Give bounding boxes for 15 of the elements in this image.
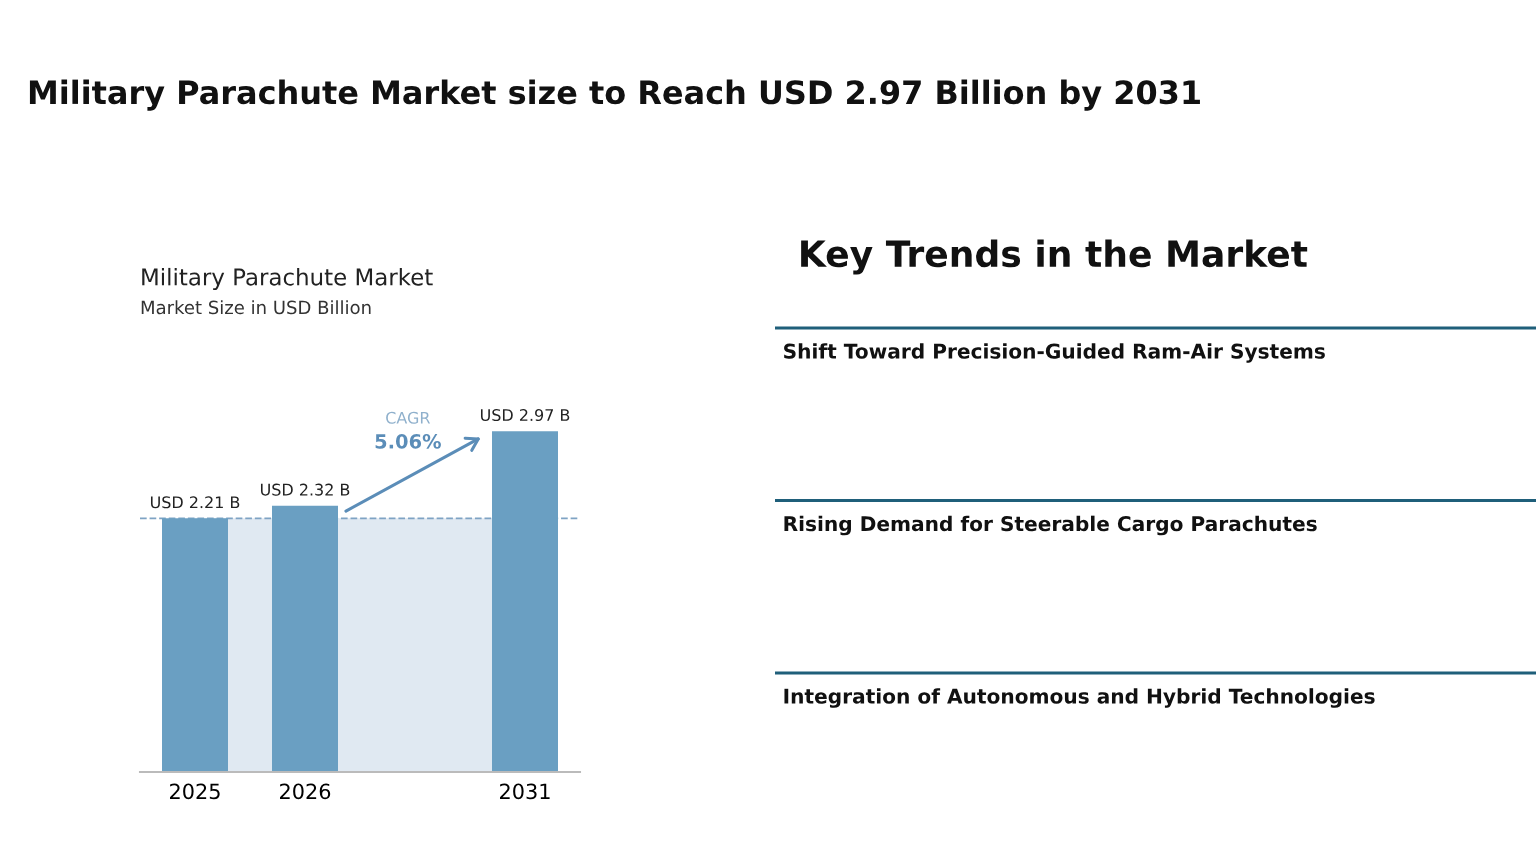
x-tick-label: 2025 (170, 783, 220, 800)
text: Key Trends in the Market (801, 239, 1308, 275)
data-label: USD 2.21 B (150, 496, 240, 509)
annotation: 5.06% (375, 433, 441, 449)
data-label: USD 2.97 B (480, 409, 570, 422)
text: Military Parachute Market size to Reach USD 2.97 Billion by 2031 (29, 79, 1200, 111)
data-label: USD 2.32 B (260, 483, 350, 496)
chart-subtitle: Market Size in USD Billion (141, 300, 371, 315)
text: CAGR (386, 411, 431, 424)
text: Rising Demand for Steerable Cargo Parachutes (784, 515, 1317, 536)
text: Integration of Autonomous and Hybrid Technologies (784, 688, 1375, 708)
x-tick-label: 2026 (280, 783, 331, 800)
chart-title: Military Parachute Market (142, 267, 433, 291)
text: Shift Toward Precision-Guided Ram-Air Systems (784, 343, 1325, 363)
x-tick-label: 2031 (500, 783, 550, 800)
